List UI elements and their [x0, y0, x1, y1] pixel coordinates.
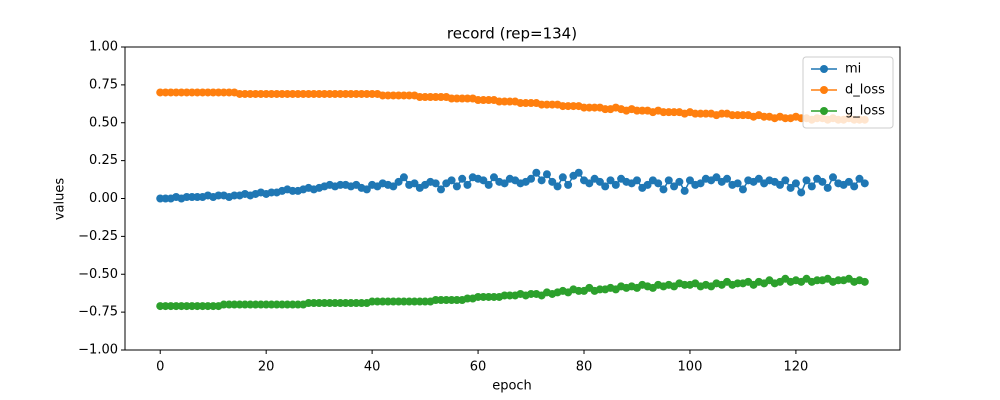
y-tick-label: −0.75: [78, 305, 118, 320]
x-tick-label: 0: [156, 360, 164, 375]
point: [776, 180, 785, 189]
point: [452, 182, 461, 191]
point: [458, 174, 467, 183]
x-tick-label: 60: [470, 360, 487, 375]
point: [791, 179, 800, 188]
point: [527, 174, 536, 183]
y-tick-label: 0.50: [89, 115, 118, 130]
point: [362, 185, 371, 194]
point: [595, 177, 604, 186]
point: [558, 173, 567, 182]
point: [659, 185, 668, 194]
point: [553, 182, 562, 191]
x-tick-label: 120: [783, 360, 808, 375]
x-tick-label: 20: [258, 360, 275, 375]
point: [712, 173, 721, 182]
point: [696, 179, 705, 188]
point: [860, 179, 869, 188]
point: [632, 176, 641, 185]
point: [828, 173, 837, 182]
point: [410, 179, 419, 188]
point: [431, 179, 440, 188]
point: [664, 176, 673, 185]
x-tick-label: 100: [678, 360, 703, 375]
point: [436, 185, 445, 194]
point: [802, 176, 811, 185]
axes-frame: [124, 46, 901, 351]
point: [680, 186, 689, 195]
point: [733, 179, 742, 188]
point: [548, 177, 557, 186]
point: [654, 179, 663, 188]
point: [844, 177, 853, 186]
point: [574, 168, 583, 177]
point: [675, 177, 684, 186]
y-tick-label: 1.00: [89, 40, 118, 55]
point: [463, 180, 472, 189]
y-tick-label: 0.25: [89, 153, 118, 168]
y-axis-label: values: [53, 178, 68, 221]
point: [601, 182, 610, 191]
point: [399, 173, 408, 182]
legend-label: g_loss: [845, 104, 885, 119]
legend-marker: [820, 86, 828, 94]
point: [389, 182, 398, 191]
y-tick-label: −0.25: [78, 229, 118, 244]
point: [850, 182, 859, 191]
point: [447, 176, 456, 185]
point: [643, 180, 652, 189]
x-axis-label: epoch: [492, 379, 532, 394]
point: [823, 183, 832, 192]
point: [606, 176, 615, 185]
legend-label: mi: [845, 62, 861, 77]
point: [754, 174, 763, 183]
y-tick-label: −1.00: [78, 343, 118, 358]
x-tick-label: 80: [576, 360, 593, 375]
point: [489, 173, 498, 182]
chart-title: record (rep=134): [447, 25, 577, 43]
point: [479, 176, 488, 185]
point: [685, 176, 694, 185]
legend-marker: [820, 65, 828, 73]
point: [542, 170, 551, 179]
point: [860, 277, 869, 286]
point: [484, 180, 493, 189]
point: [585, 179, 594, 188]
point: [670, 182, 679, 191]
point: [818, 177, 827, 186]
point: [723, 174, 732, 183]
y-tick-label: −0.50: [78, 267, 118, 282]
point: [786, 183, 795, 192]
point: [611, 180, 620, 189]
point: [532, 168, 541, 177]
point: [797, 188, 806, 197]
point: [537, 176, 546, 185]
point: [855, 174, 864, 183]
legend-label: d_loss: [845, 83, 885, 98]
x-tick-label: 40: [364, 360, 381, 375]
point: [807, 182, 816, 191]
point: [738, 185, 747, 194]
legend-marker: [820, 107, 828, 115]
y-tick-label: 0.00: [89, 191, 118, 206]
point: [500, 179, 509, 188]
point: [781, 176, 790, 185]
y-tick-label: 0.75: [89, 77, 118, 92]
point: [564, 180, 573, 189]
point: [394, 177, 403, 186]
